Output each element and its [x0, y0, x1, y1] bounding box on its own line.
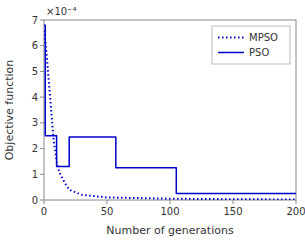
y-tick [40, 20, 44, 21]
plot-area [44, 25, 296, 199]
legend-swatch [218, 37, 244, 39]
series-line [44, 25, 296, 193]
x-tick [44, 200, 45, 204]
x-tick [296, 200, 297, 204]
x-tick-label: 150 [223, 206, 242, 217]
y-axis-label: Objective function [3, 60, 16, 161]
x-tick-label: 100 [160, 206, 179, 217]
x-tick [233, 200, 234, 204]
y-tick-label: 1 [32, 169, 38, 180]
y-tick [40, 148, 44, 149]
y-tick [40, 97, 44, 98]
y-tick [40, 200, 44, 201]
y-tick-label: 5 [32, 66, 38, 77]
x-tick [107, 200, 108, 204]
y-tick-label: 7 [32, 15, 38, 26]
legend-label: PSO [249, 47, 269, 58]
legend-label: MPSO [249, 32, 278, 43]
y-tick [40, 122, 44, 123]
legend: MPSO PSO [212, 26, 290, 64]
y-tick-label: 6 [32, 40, 38, 51]
legend-swatch [218, 52, 244, 54]
axis-multiplier: ×10⁻⁴ [46, 6, 76, 17]
y-tick [40, 45, 44, 46]
y-tick [40, 71, 44, 72]
x-tick-label: 0 [41, 206, 47, 217]
x-axis-label: Number of generations [106, 224, 234, 237]
plot-frame [44, 20, 296, 200]
x-tick-label: 50 [101, 206, 114, 217]
y-tick-label: 0 [32, 195, 38, 206]
x-tick-label: 200 [286, 206, 305, 217]
y-tick-label: 3 [32, 117, 38, 128]
x-tick [170, 200, 171, 204]
legend-box [212, 26, 290, 64]
y-tick-label: 4 [32, 92, 38, 103]
y-tick-label: 2 [32, 143, 38, 154]
y-tick [40, 174, 44, 175]
chart: 0 1 2 3 4 5 6 7 0 50 100 150 200 Number of generation… [0, 0, 305, 240]
series-line [44, 30, 296, 199]
